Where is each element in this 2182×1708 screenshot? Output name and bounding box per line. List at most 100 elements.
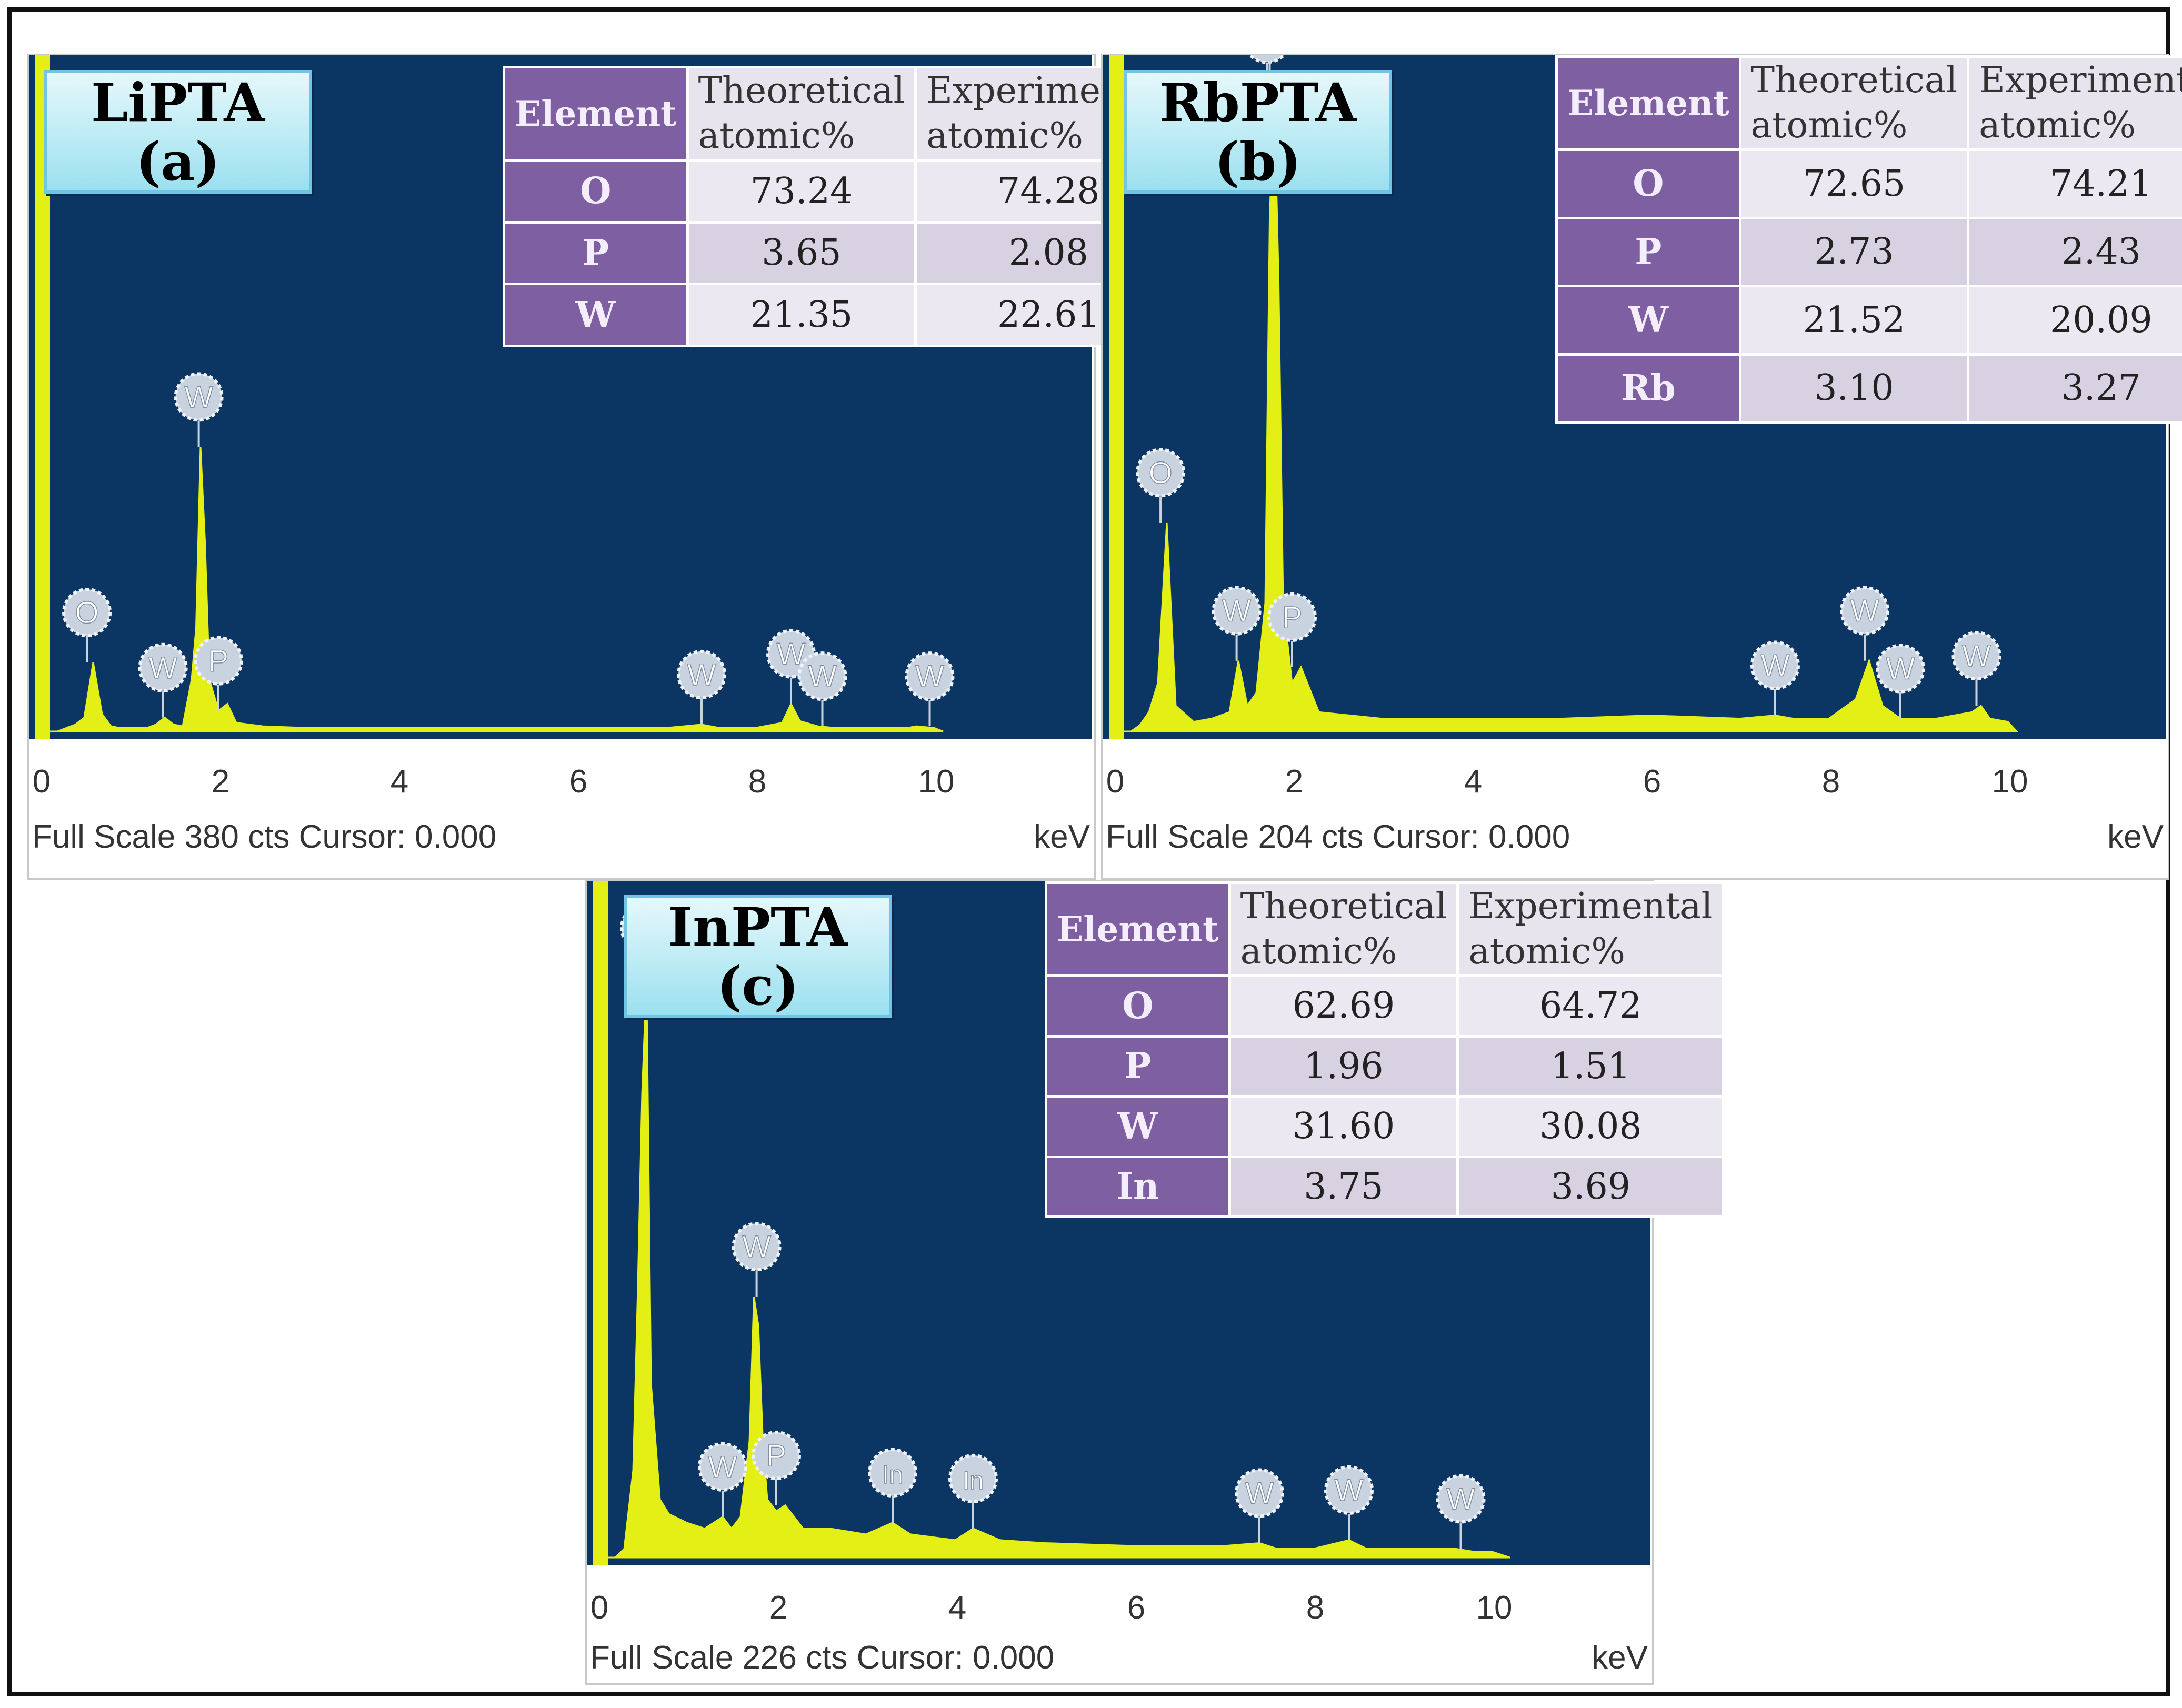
peak-label-w: W <box>1212 586 1262 661</box>
theoretical-cell: 3.75 <box>1228 1155 1459 1218</box>
svg-text:W: W <box>148 651 177 685</box>
x-tick-label: 2 <box>1285 763 1304 800</box>
svg-text:P: P <box>1282 600 1303 635</box>
peak-label-p: P <box>194 636 243 711</box>
full-scale-readout-b: Full Scale 204 cts Cursor: 0.000 <box>1106 819 1570 855</box>
experimental-cell: 74.21 <box>1967 148 2182 219</box>
svg-text:W: W <box>1850 594 1879 628</box>
svg-text:In: In <box>882 1461 903 1489</box>
experimental-cell: 64.72 <box>1456 974 1725 1038</box>
theoretical-cell: 21.35 <box>686 283 917 347</box>
peak-label-w: W <box>1951 631 2001 706</box>
x-tick-label: 4 <box>390 763 409 800</box>
x-tick-label: 0 <box>1106 763 1125 800</box>
peak-label-w: W <box>905 651 955 727</box>
x-tick-label: 6 <box>1643 763 1661 800</box>
svg-text:P: P <box>766 1439 787 1473</box>
peak-label-w: W <box>1235 1468 1284 1543</box>
x-tick-label: 6 <box>569 763 588 800</box>
panel-letter: (a) <box>136 130 220 193</box>
table-row: O 72.65 74.21 <box>1555 148 2182 219</box>
svg-text:In: In <box>963 1467 984 1495</box>
spectrum-trace <box>597 978 1510 1559</box>
panel-letter: (b) <box>1214 130 1302 193</box>
composition-table-b: Element Theoretical atomic% Experimental… <box>1555 55 2182 424</box>
element-cell: W <box>1555 285 1741 356</box>
table-row: P 1.96 1.51 <box>1045 1034 1725 1098</box>
element-cell: W <box>503 283 689 347</box>
table-row: W 31.60 30.08 <box>1045 1095 1725 1158</box>
peak-label-w: W <box>698 1442 747 1517</box>
svg-text:W: W <box>1761 648 1790 682</box>
theoretical-cell: 3.10 <box>1738 353 1970 424</box>
svg-text:W: W <box>1886 652 1915 686</box>
x-tick-label: 10 <box>918 763 955 800</box>
header-experimental: Experimental atomic% <box>1967 55 2182 151</box>
svg-text:W: W <box>1335 1473 1364 1508</box>
x-tick-label: 10 <box>1476 1590 1513 1626</box>
header-theoretical: Theoretical atomic% <box>1228 881 1459 977</box>
peak-label-w: W <box>732 1222 782 1297</box>
experimental-cell: 30.08 <box>1456 1095 1725 1158</box>
sample-name: LiPTA <box>91 71 265 134</box>
element-cell: P <box>1555 216 1741 287</box>
peak-label-o: O <box>62 587 112 662</box>
experimental-cell: 3.27 <box>1967 353 2182 424</box>
x-unit-label-a: keV <box>1034 819 1090 855</box>
x-unit-label-b: keV <box>2107 819 2164 855</box>
x-tick-label: 10 <box>1991 763 2028 800</box>
peak-label-w: W <box>174 372 224 447</box>
theoretical-cell: 31.60 <box>1228 1095 1459 1158</box>
sample-name: RbPTA <box>1159 71 1357 134</box>
sample-label-b: RbPTA (b) <box>1124 70 1392 194</box>
peak-label-w: W <box>1840 586 1889 661</box>
header-element: Element <box>1045 881 1231 977</box>
x-axis-a: 0 2 4 6 8 10 <box>29 739 1094 850</box>
x-tick-label: 0 <box>590 1590 609 1626</box>
full-scale-readout-a: Full Scale 380 cts Cursor: 0.000 <box>32 819 497 855</box>
table-row: P 3.65 2.08 <box>503 220 1183 286</box>
x-unit-label-c: keV <box>1592 1640 1648 1676</box>
peak-label-w: W <box>1876 644 1925 719</box>
sample-label-c: InPTA (c) <box>624 895 892 1018</box>
experimental-cell: 1.51 <box>1456 1034 1725 1098</box>
theoretical-cell: 3.65 <box>686 220 917 286</box>
element-cell: In <box>1045 1155 1231 1218</box>
peak-label-in: In <box>948 1453 998 1529</box>
peak-label-w: W <box>677 649 726 725</box>
element-cell: W <box>1045 1095 1231 1158</box>
element-cell: Rb <box>1555 353 1741 424</box>
panel-c: OWWPInInWWW InPTA (c) Element Theoretica… <box>585 880 1725 1685</box>
x-tick-label: 8 <box>748 763 767 800</box>
experimental-cell: 3.69 <box>1456 1155 1725 1218</box>
sample-label-a: LiPTA (a) <box>44 70 312 194</box>
svg-text:W: W <box>1446 1482 1475 1516</box>
table-row: O 62.69 64.72 <box>1045 974 1725 1038</box>
header-theoretical: Theoretical atomic% <box>686 66 917 162</box>
x-tick-label: 2 <box>211 763 230 800</box>
x-tick-label: 6 <box>1127 1590 1146 1626</box>
theoretical-cell: 73.24 <box>686 159 917 224</box>
x-tick-label: 4 <box>948 1590 967 1626</box>
element-cell: O <box>1045 974 1231 1038</box>
x-tick-label: 8 <box>1821 763 1840 800</box>
svg-text:O: O <box>75 596 99 630</box>
element-cell: P <box>503 220 689 286</box>
peak-label-w: W <box>1436 1474 1486 1549</box>
svg-text:P: P <box>208 644 229 678</box>
peak-label-w: W <box>797 651 847 727</box>
header-element: Element <box>503 66 689 162</box>
experimental-cell: 2.43 <box>1967 216 2182 287</box>
svg-text:W: W <box>915 659 944 694</box>
svg-text:W: W <box>742 1230 771 1264</box>
table-row: P 2.73 2.43 <box>1555 216 2182 287</box>
svg-text:W: W <box>1245 1476 1274 1510</box>
svg-text:W: W <box>687 658 716 692</box>
header-theoretical: Theoretical atomic% <box>1738 55 1970 151</box>
peak-label-p: P <box>1267 592 1317 667</box>
theoretical-cell: 2.73 <box>1738 216 1970 287</box>
x-tick-label: 4 <box>1464 763 1483 800</box>
panel-letter: (c) <box>717 955 799 1017</box>
theoretical-cell: 62.69 <box>1228 974 1459 1038</box>
